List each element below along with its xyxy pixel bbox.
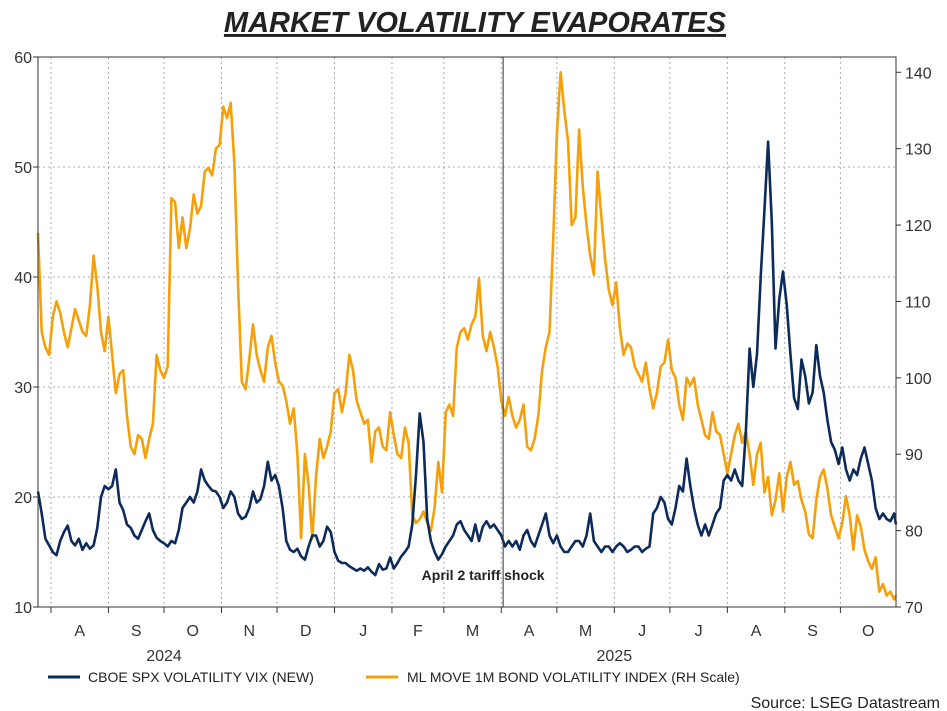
month-label: J (695, 623, 703, 640)
month-label: S (131, 623, 142, 640)
plot-frame (37, 56, 897, 608)
legend: CBOE SPX VOLATILITY VIX (NEW) ML MOVE 1M… (48, 669, 740, 685)
month-label: A (74, 623, 85, 640)
move-line (36, 71, 898, 601)
x-axis: A S O N D J F M A M J J A S O 2024 2025 (50, 607, 874, 665)
right-tick-label: 80 (905, 524, 923, 541)
month-label: J (359, 623, 367, 640)
month-label: S (807, 623, 818, 640)
vix-line (36, 140, 898, 577)
month-label: M (466, 623, 479, 640)
right-axis: 70 80 90 100 110 120 130 140 (896, 65, 932, 617)
left-tick-label: 10 (14, 600, 32, 617)
month-label: A (524, 623, 535, 640)
legend-move-label: ML MOVE 1M BOND VOLATILITY INDEX (RH Sca… (407, 669, 740, 685)
legend-vix-label: CBOE SPX VOLATILITY VIX (NEW) (88, 669, 314, 685)
month-label: J (638, 623, 646, 640)
gridlines (38, 57, 896, 607)
right-tick-label: 130 (905, 142, 932, 159)
right-tick-label: 90 (905, 447, 923, 464)
left-tick-label: 50 (14, 160, 32, 177)
year-label: 2025 (597, 648, 633, 665)
month-label: O (862, 623, 874, 640)
left-tick-label: 30 (14, 380, 32, 397)
left-tick-label: 60 (14, 50, 32, 67)
year-label: 2024 (146, 648, 182, 665)
month-label: M (579, 623, 592, 640)
left-tick-label: 20 (14, 490, 32, 507)
right-tick-label: 110 (905, 294, 931, 311)
right-tick-label: 120 (905, 218, 932, 235)
move-series-group (36, 71, 898, 601)
chart-title: MARKET VOLATILITY EVAPORATES (224, 7, 727, 39)
month-label: D (300, 623, 312, 640)
right-tick-label: 100 (905, 371, 932, 388)
month-label: O (187, 623, 199, 640)
source-note: Source: LSEG Datastream (751, 695, 940, 711)
month-label: F (413, 623, 423, 640)
left-tick-label: 40 (14, 270, 32, 287)
month-label: N (243, 623, 255, 640)
right-tick-label: 70 (905, 600, 923, 617)
vix-series-group (36, 140, 898, 577)
month-label: A (751, 623, 762, 640)
right-tick-label: 140 (905, 65, 932, 82)
left-axis: 10 20 30 40 50 60 (14, 50, 38, 617)
tariff-shock-annotation: April 2 tariff shock (422, 567, 545, 583)
